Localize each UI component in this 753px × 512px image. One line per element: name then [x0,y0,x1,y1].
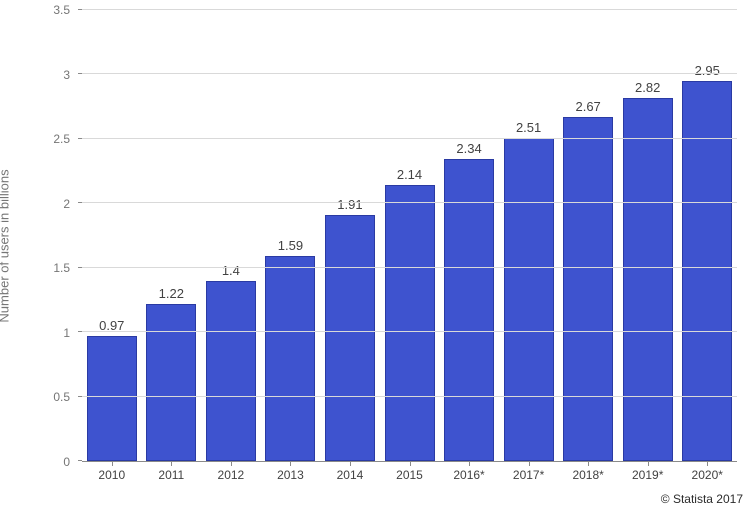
y-tick-label: 3.5 [53,3,70,17]
bar-value-label: 1.22 [159,286,184,301]
bar-value-label: 2.67 [575,99,600,114]
bar-value-label: 1.59 [278,238,303,253]
x-tick-label: 2015 [380,462,440,482]
y-tick-mark [78,9,82,10]
bar-value-label: 2.82 [635,80,660,95]
y-tick-mark [78,331,82,332]
bar-value-label: 2.34 [456,141,481,156]
bar: 2.67 [563,117,613,461]
bar: 2.82 [623,98,673,461]
y-tick-mark [78,396,82,397]
x-tick-label: 2011 [142,462,202,482]
bar: 1.22 [146,304,196,461]
bar-slot: 2.34 [439,10,499,461]
bar: 1.59 [265,256,315,461]
bar-slot: 1.59 [261,10,321,461]
bar-slot: 2.51 [499,10,559,461]
x-tick-label: 2016* [439,462,499,482]
bar: 1.4 [206,281,256,461]
chart-container: Number of users in billions 00.511.522.5… [10,10,743,482]
x-tick-label: 2013 [261,462,321,482]
x-tick-label: 2010 [82,462,142,482]
bar: 1.91 [325,215,375,461]
bar-value-label: 2.14 [397,167,422,182]
x-tick-label: 2018* [558,462,618,482]
x-tick-label: 2017* [499,462,559,482]
grid-line [82,138,737,139]
x-tick-label: 2019* [618,462,678,482]
grid-line [82,331,737,332]
bar-slot: 2.82 [618,10,678,461]
bar-slot: 0.97 [82,10,142,461]
y-tick-mark [78,138,82,139]
y-tick-label: 2 [63,197,70,211]
y-tick-label: 0.5 [53,390,70,404]
bar-slot: 2.95 [677,10,737,461]
grid-line [82,73,737,74]
y-axis-title: Number of users in billions [0,169,12,322]
y-tick-label: 3 [63,68,70,82]
bars-group: 0.971.221.41.591.912.142.342.512.672.822… [82,10,737,461]
bar-slot: 2.14 [380,10,440,461]
y-tick-label: 1 [63,326,70,340]
y-tick-mark [78,267,82,268]
y-tick-mark [78,73,82,74]
x-axis: 2010201120122013201420152016*2017*2018*2… [82,462,737,482]
bar: 2.51 [504,138,554,461]
grid-line [82,396,737,397]
bar-value-label: 1.4 [222,263,240,278]
bar-value-label: 2.51 [516,120,541,135]
y-tick-label: 2.5 [53,132,70,146]
source-attribution: © Statista 2017 [661,492,743,506]
bar-slot: 1.91 [320,10,380,461]
grid-line [82,267,737,268]
grid-line [82,202,737,203]
y-axis: 00.511.522.533.5 [46,10,76,462]
plot-area: 0.971.221.41.591.912.142.342.512.672.822… [82,10,737,462]
y-tick-mark [78,460,82,461]
bar-slot: 1.22 [142,10,202,461]
x-tick-label: 2014 [320,462,380,482]
bar-slot: 2.67 [558,10,618,461]
bar: 2.34 [444,159,494,461]
bar-slot: 1.4 [201,10,261,461]
bar-value-label: 1.91 [337,197,362,212]
x-tick-label: 2020* [677,462,737,482]
y-tick-label: 1.5 [53,261,70,275]
bar: 0.97 [87,336,137,461]
grid-line [82,9,737,10]
y-tick-mark [78,202,82,203]
x-tick-label: 2012 [201,462,261,482]
bar: 2.14 [385,185,435,461]
y-tick-label: 0 [63,455,70,469]
bar-value-label: 2.95 [695,63,720,78]
